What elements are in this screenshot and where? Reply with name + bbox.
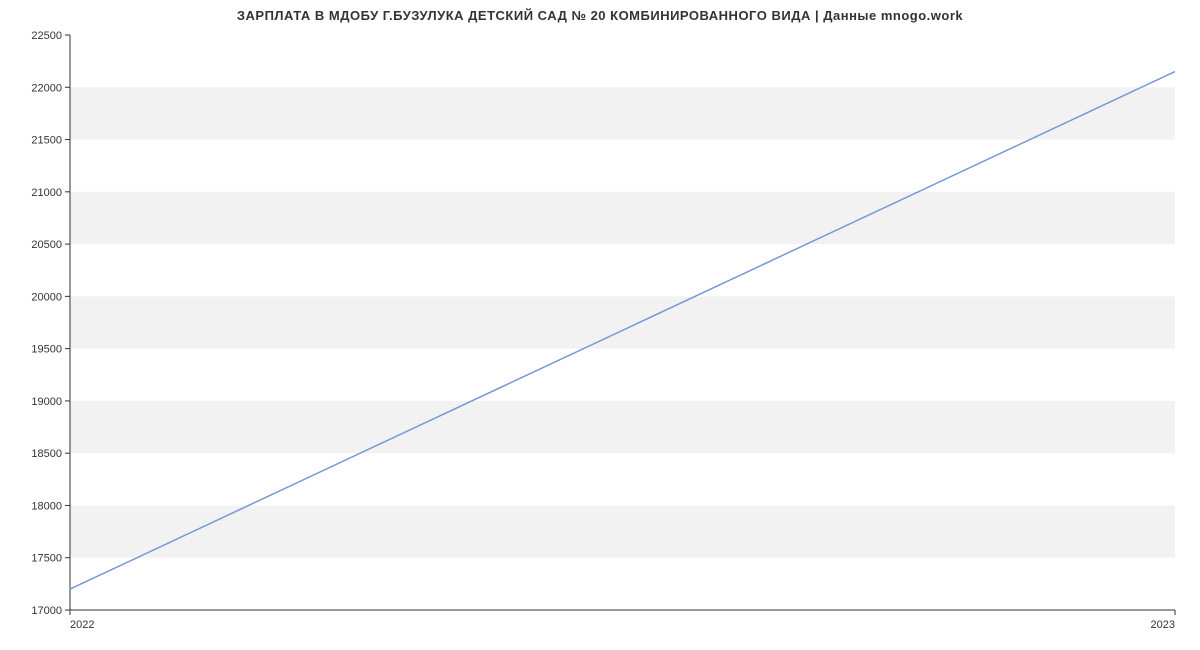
svg-text:17000: 17000 xyxy=(31,605,62,617)
svg-text:18500: 18500 xyxy=(31,448,62,460)
svg-text:2023: 2023 xyxy=(1151,619,1175,631)
svg-text:22500: 22500 xyxy=(31,30,62,42)
svg-text:19500: 19500 xyxy=(31,344,62,356)
svg-text:22000: 22000 xyxy=(31,82,62,94)
svg-text:20500: 20500 xyxy=(31,239,62,251)
svg-text:21000: 21000 xyxy=(31,187,62,199)
svg-text:20000: 20000 xyxy=(31,291,62,303)
svg-text:17500: 17500 xyxy=(31,553,62,565)
svg-text:18000: 18000 xyxy=(31,500,62,512)
chart-svg: 17000 17500 18000 18500 19000 19500 20000 20500… xyxy=(0,0,1200,650)
salary-line-chart: ЗАРПЛАТА В МДОБУ Г.БУЗУЛУКА ДЕТСКИЙ САД … xyxy=(0,0,1200,650)
svg-text:21500: 21500 xyxy=(31,135,62,147)
chart-title: ЗАРПЛАТА В МДОБУ Г.БУЗУЛУКА ДЕТСКИЙ САД … xyxy=(0,8,1200,23)
svg-text:2022: 2022 xyxy=(70,619,94,631)
svg-text:19000: 19000 xyxy=(31,396,62,408)
